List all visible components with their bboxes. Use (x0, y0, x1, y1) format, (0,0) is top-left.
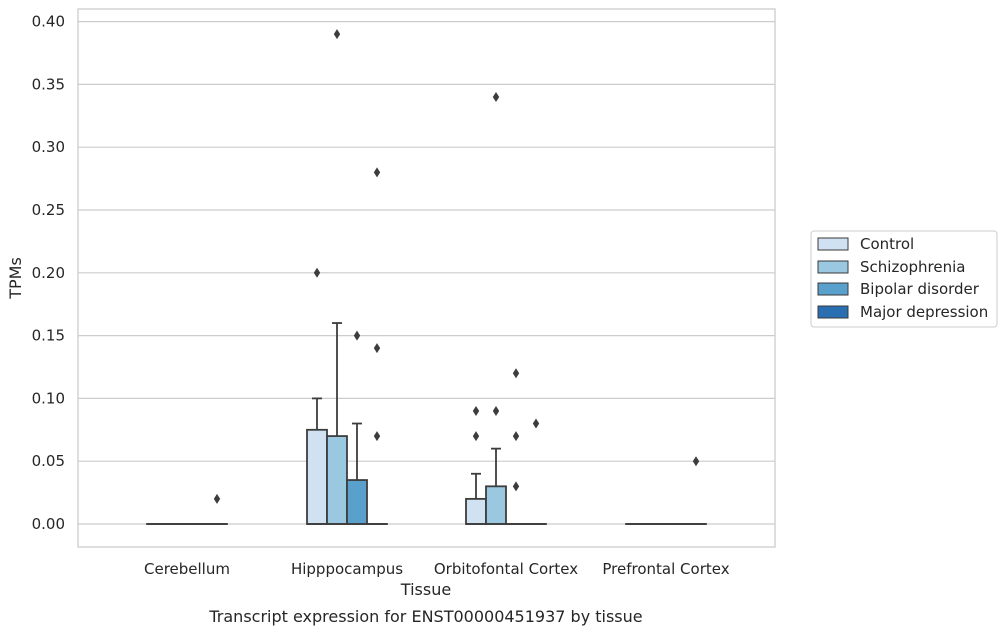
outlier-point (472, 405, 480, 416)
outlier-point (492, 405, 500, 416)
legend-frame (810, 230, 998, 328)
chart-caption: Transcript expression for ENST0000045193… (208, 607, 642, 626)
outlier-point (512, 368, 520, 379)
box-body (346, 479, 368, 525)
legend-label-schizophrenia: Schizophrenia (860, 258, 965, 276)
x-axis-label: Tissue (400, 580, 451, 599)
outlier-point (492, 91, 500, 102)
y-tick-label: 0.10 (32, 389, 65, 407)
outlier-point (313, 267, 321, 278)
legend-item-major-depression: Major depression (817, 303, 988, 321)
x-axis-ticks: Cerebellum Hipppocampus Orbitofontal Corte… (144, 560, 730, 578)
y-tick-label: 0.00 (32, 515, 65, 533)
outlier-point (353, 330, 361, 341)
y-tick-label: 0.35 (32, 75, 65, 93)
plot-frame (77, 8, 776, 548)
box-major-depression (685, 456, 707, 525)
legend-label-major-depression: Major depression (860, 303, 988, 321)
legend: Control Schizophrenia Bipolar disorder M… (810, 230, 998, 328)
legend-swatch-control (817, 237, 849, 251)
box-control (306, 267, 328, 525)
legend-swatch-bipolar-disorder (817, 282, 849, 296)
outlier-point (512, 431, 520, 442)
outlier-point (472, 431, 480, 442)
x-tick-label: Orbitofontal Cortex (434, 560, 578, 578)
box-major-depression (366, 167, 388, 525)
y-tick-label: 0.15 (32, 327, 65, 345)
legend-swatch-major-depression (817, 305, 849, 319)
box-body (465, 497, 487, 525)
box-bipolar-disorder (505, 368, 527, 525)
box-body (326, 435, 348, 525)
x-tick-label: Prefrontal Cortex (602, 560, 729, 578)
box-major-depression (206, 493, 228, 525)
legend-swatch-schizophrenia (817, 260, 849, 274)
grid-lines (78, 21, 775, 525)
y-tick-label: 0.30 (32, 138, 65, 156)
outlier-point (373, 343, 381, 354)
box-schizophrenia (485, 91, 507, 525)
box-body (485, 485, 507, 525)
box-major-depression (525, 418, 547, 525)
outlier-point (213, 493, 221, 504)
legend-item-bipolar-disorder: Bipolar disorder (817, 280, 980, 298)
box-bipolar-disorder (346, 330, 368, 525)
x-tick-label: Hipppocampus (291, 560, 403, 578)
y-tick-label: 0.20 (32, 264, 65, 282)
box-schizophrenia (326, 29, 348, 525)
y-tick-label: 0.40 (32, 13, 65, 31)
outlier-point (333, 29, 341, 40)
box-body (306, 428, 328, 525)
outlier-point (512, 481, 520, 492)
y-axis-ticks: 0.00 0.05 0.10 0.15 0.20 0.25 0.30 0.35 0.40 (32, 13, 65, 533)
y-tick-label: 0.25 (32, 201, 65, 219)
box-marks (146, 29, 707, 525)
y-axis-label: TPMs (6, 257, 25, 300)
legend-label-control: Control (860, 235, 914, 253)
legend-item-control: Control (817, 235, 914, 253)
outlier-point (373, 431, 381, 442)
outlier-point (373, 167, 381, 178)
outlier-point (532, 418, 540, 429)
legend-item-schizophrenia: Schizophrenia (817, 258, 965, 276)
box-control (465, 405, 487, 525)
x-tick-label: Cerebellum (144, 560, 230, 578)
y-tick-label: 0.05 (32, 452, 65, 470)
legend-label-bipolar-disorder: Bipolar disorder (860, 280, 980, 298)
outlier-point (692, 456, 700, 467)
